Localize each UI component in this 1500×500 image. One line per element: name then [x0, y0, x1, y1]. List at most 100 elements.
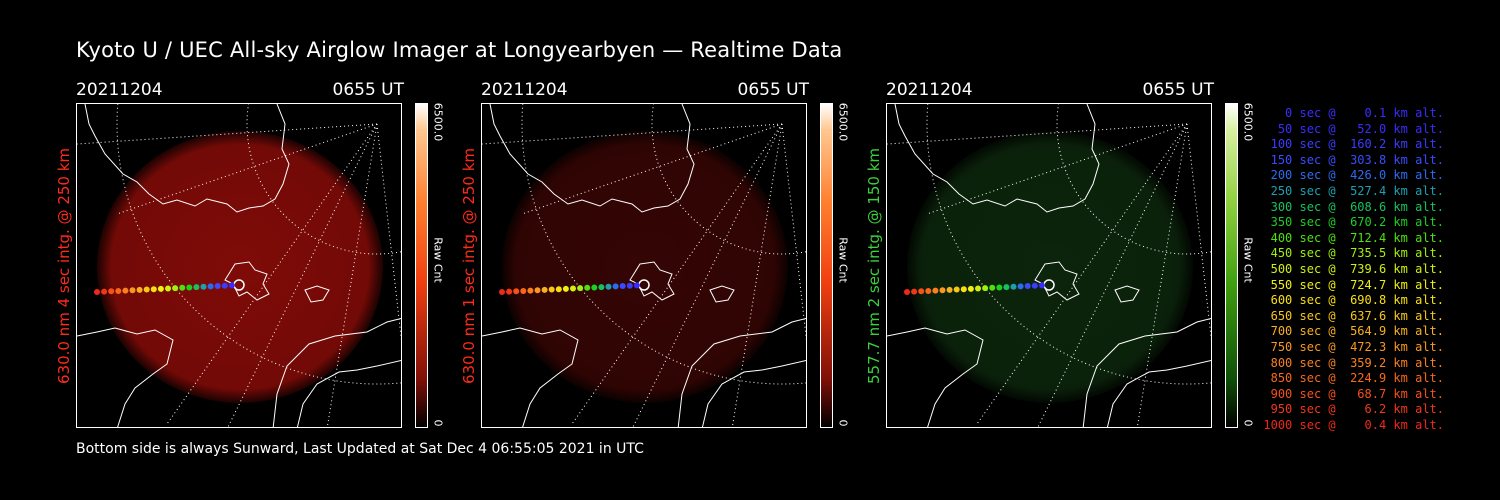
iceland-coastline [77, 327, 174, 427]
trajectory-point [527, 287, 534, 294]
trajectory-point [541, 286, 548, 293]
legend-entry: 650 sec @ 637.6 km alt. [1263, 308, 1444, 323]
colorbar [1225, 103, 1238, 428]
panel-date: 20211204 [76, 80, 163, 100]
trajectory-point [193, 284, 200, 291]
legend-entry: 350 sec @ 670.2 km alt. [1263, 215, 1444, 230]
panel-side-label-text: 630.0 nm 4 sec intg. @ 250 km [55, 147, 73, 384]
legend-entry: 800 sec @ 359.2 km alt. [1263, 355, 1444, 370]
legend-entry: 950 sec @ 6.2 km alt. [1263, 402, 1444, 417]
trajectory-point [207, 283, 214, 290]
colorbar-unit-label: Raw Cnt [836, 237, 850, 283]
scandinavia-coastline [677, 317, 806, 427]
legend-entry: 150 sec @ 303.8 km alt. [1263, 152, 1444, 167]
trajectory-point [94, 289, 100, 295]
meridian-line [781, 123, 806, 341]
trajectory-point [157, 285, 164, 292]
meridian-line [1186, 123, 1211, 341]
trajectory-point [960, 286, 967, 293]
trajectory-point [605, 283, 612, 290]
island-coastline [1114, 285, 1140, 303]
imager-panel-2: 20211204 0655 UT 630.0 nm 1 sec intg. @ … [460, 80, 891, 430]
panel-date: 20211204 [886, 80, 973, 100]
legend-entry: 450 sec @ 735.5 km alt. [1263, 246, 1444, 261]
legend-entry: 550 sec @ 724.7 km alt. [1263, 277, 1444, 292]
greenland-coastline [84, 104, 290, 213]
trajectory-point [143, 286, 150, 293]
trajectory-point [953, 286, 960, 293]
latitude-circle [116, 104, 401, 385]
page-title: Kyoto U / UEC All-sky Airglow Imager at … [76, 38, 843, 62]
latitude-circle [651, 104, 806, 255]
legend-entry: 400 sec @ 712.4 km alt. [1263, 230, 1444, 245]
colorbar-unit-label: Raw Cnt [1241, 237, 1255, 283]
airglow-image [97, 131, 383, 403]
colorbar [415, 103, 428, 428]
trajectory-point [911, 288, 918, 295]
trajectory-point [548, 286, 555, 293]
trajectory-point [633, 282, 640, 289]
iceland-coastline [482, 327, 579, 427]
trajectory-point [577, 285, 584, 292]
map-svg [77, 104, 401, 427]
trajectory-point [996, 284, 1003, 291]
allsky-map [481, 103, 807, 428]
latitude-circle [521, 104, 806, 385]
panel-time: 0655 UT [332, 80, 405, 100]
island-coastline [709, 285, 735, 303]
trajectory-point [115, 287, 122, 294]
trajectory-point [1003, 284, 1010, 291]
trajectory-point [534, 287, 541, 294]
trajectory-point [136, 286, 143, 293]
allsky-map [76, 103, 402, 428]
meridian-line [1037, 123, 1188, 427]
footer-note: Bottom side is always Sunward, Last Upda… [76, 441, 644, 457]
legend-entry: 200 sec @ 426.0 km alt. [1263, 168, 1444, 183]
panel-side-label-text: 630.0 nm 1 sec intg. @ 250 km [460, 147, 478, 384]
colorbar-min-label: 0 [431, 419, 445, 427]
trajectory-point [513, 288, 520, 295]
trajectory-point [932, 287, 939, 294]
panel-time: 0655 UT [1142, 80, 1215, 100]
trajectory-point [918, 288, 925, 295]
trajectory-point [520, 287, 527, 294]
legend-entry: 1000 sec @ 0.4 km alt. [1263, 417, 1444, 432]
latitude-circle [926, 104, 1211, 385]
colorbar-min-label: 0 [1241, 419, 1255, 427]
iceland-coastline [887, 327, 984, 427]
trajectory-point [186, 284, 193, 291]
island-coastline [304, 285, 330, 303]
trajectory-point [214, 283, 221, 290]
trajectory-point [946, 286, 953, 293]
trajectory-point [555, 286, 562, 293]
trajectory-point [129, 287, 136, 294]
panel-date: 20211204 [481, 80, 568, 100]
greenland-coastline [489, 104, 695, 213]
allsky-map [886, 103, 1212, 428]
panel-side-label-text: 557.7 nm 2 sec intg. @ 150 km [865, 147, 883, 384]
legend-entry: 500 sec @ 739.6 km alt. [1263, 261, 1444, 276]
trajectory-point [904, 289, 910, 295]
trajectory-point [165, 285, 171, 292]
trajectory-point [1024, 283, 1031, 290]
trajectory-point [1031, 282, 1038, 289]
trajectory-point [612, 283, 619, 290]
trajectory-point [619, 283, 626, 290]
panel-side-label: 630.0 nm 4 sec intg. @ 250 km [54, 103, 74, 428]
airglow-image [502, 131, 788, 403]
trajectory-point [570, 285, 576, 292]
imager-panel-3: 20211204 0655 UT 557.7 nm 2 sec intg. @ … [865, 80, 1296, 430]
trajectory-point [179, 284, 186, 291]
legend-entry: 100 sec @ 160.2 km alt. [1263, 137, 1444, 152]
legend-entry: 600 sec @ 690.8 km alt. [1263, 293, 1444, 308]
trajectory-point [228, 282, 235, 289]
colorbar-unit-label: Raw Cnt [431, 237, 445, 283]
imager-panel-1: 20211204 0655 UT 630.0 nm 4 sec intg. @ … [55, 80, 486, 430]
panel-time: 0655 UT [737, 80, 810, 100]
legend-entry: 850 sec @ 224.9 km alt. [1263, 371, 1444, 386]
trajectory-point [598, 284, 605, 291]
colorbar [820, 103, 833, 428]
meridian-line [227, 123, 378, 427]
trajectory-point [1038, 282, 1045, 289]
trajectory-point [108, 288, 115, 295]
